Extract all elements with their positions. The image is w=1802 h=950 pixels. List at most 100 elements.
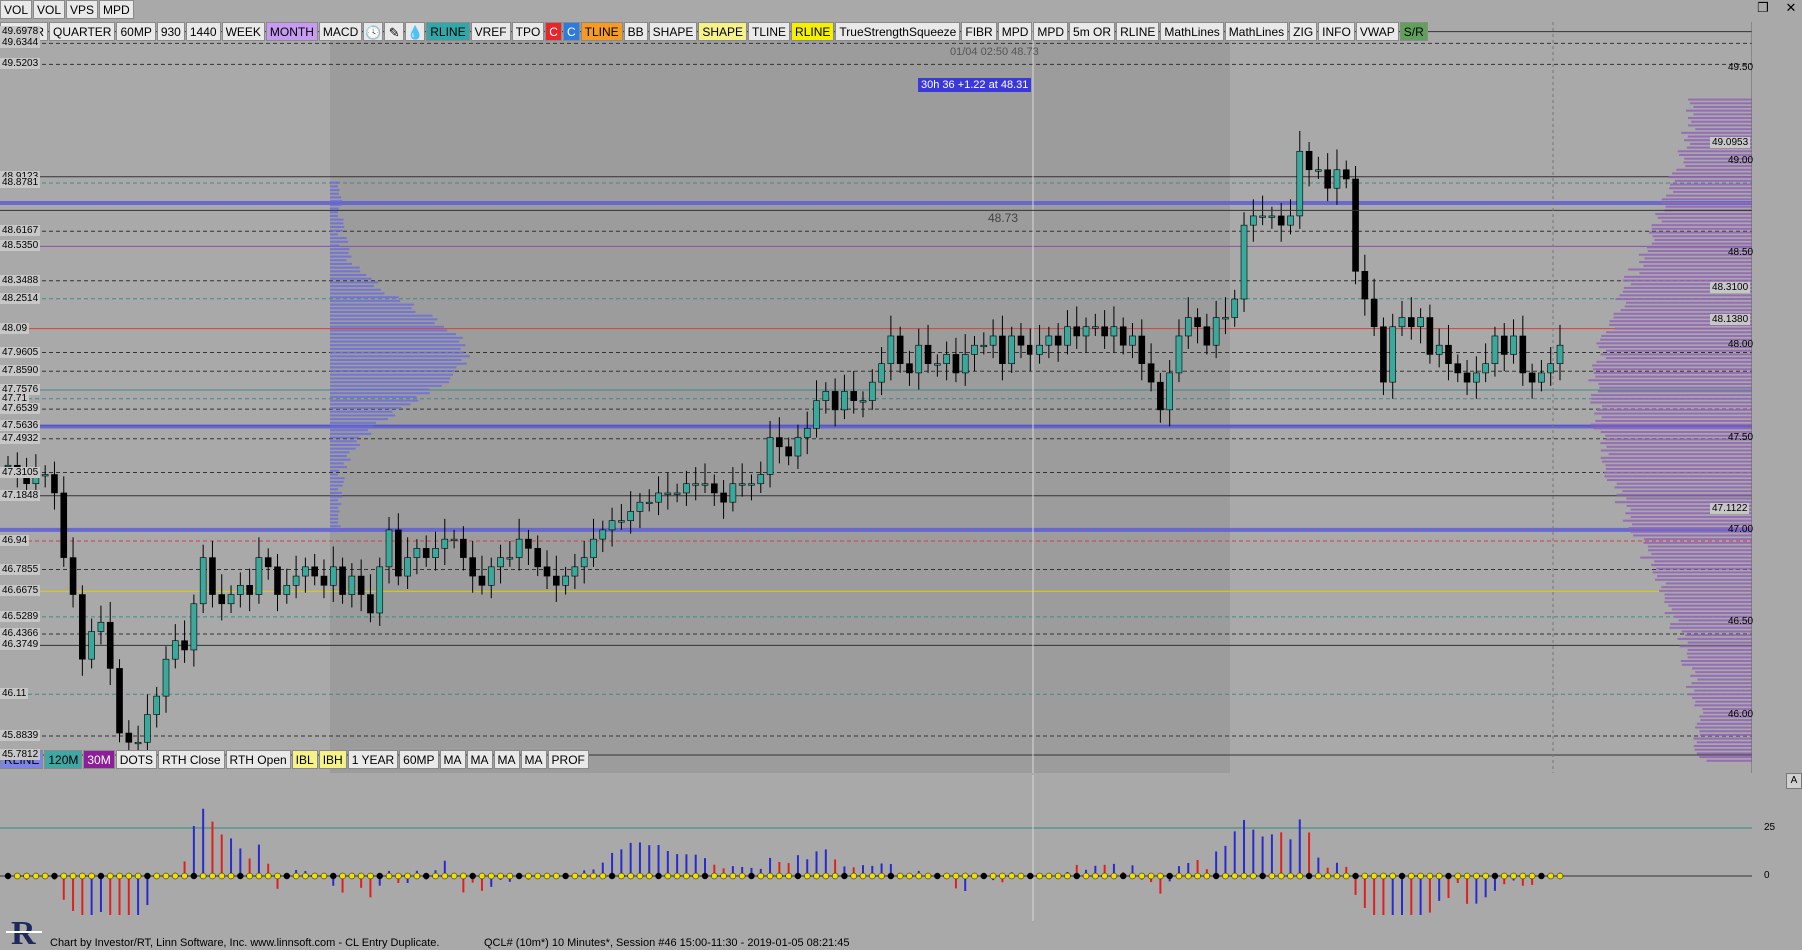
right-volume-profile-bar <box>1640 557 1752 559</box>
candle-body <box>89 631 95 659</box>
squeeze-dot <box>442 873 448 879</box>
candle-body <box>1018 336 1024 345</box>
level-label: 46.11 <box>0 688 28 699</box>
price-chart[interactable] <box>0 22 1752 773</box>
candle-body <box>693 484 699 486</box>
toolbar-btn-bb[interactable]: BB <box>624 22 648 41</box>
toolbar-btn-c[interactable]: C <box>545 22 562 41</box>
toolbar-btn-mpd[interactable]: MPD <box>1033 22 1068 41</box>
toolbar-btn-week[interactable]: WEEK <box>222 22 265 41</box>
toolbar-btn-s-r[interactable]: S/R <box>1400 22 1428 41</box>
squeeze-dot <box>869 873 875 879</box>
squeeze-dot <box>172 873 178 879</box>
volume-profile-bar <box>330 300 400 302</box>
oscillator-panel[interactable] <box>0 775 1752 921</box>
toolbar-btn-macd[interactable]: MACD <box>319 22 362 41</box>
bottom-btn-dots[interactable]: DOTS <box>116 750 157 769</box>
right-volume-profile-bar <box>1665 594 1752 596</box>
right-volume-profile-bar <box>1693 113 1752 115</box>
squeeze-dot <box>302 873 308 879</box>
toolbar-btn-shape[interactable]: SHAPE <box>649 22 698 41</box>
squeeze-dot <box>423 873 429 879</box>
bottom-btn-ma[interactable]: MA <box>467 750 493 769</box>
volume-profile-bar <box>330 485 343 487</box>
squeeze-dot <box>656 873 662 879</box>
toolbar-btn-tline[interactable]: TLINE <box>748 22 790 41</box>
bottom-btn-ma[interactable]: MA <box>494 750 520 769</box>
toolbar-btn-fibr[interactable]: FIBR <box>961 22 996 41</box>
toolbar-btn-mathlines[interactable]: MathLines <box>1160 22 1223 41</box>
squeeze-dot <box>972 873 978 879</box>
right-volume-profile-bar <box>1692 697 1752 699</box>
toolbar-btn-5m-or[interactable]: 5m OR <box>1069 22 1115 41</box>
right-volume-profile-bar <box>1694 704 1752 706</box>
toolbar-btn-shape[interactable]: SHAPE <box>698 22 747 41</box>
right-volume-profile-bar <box>1616 494 1752 496</box>
right-volume-profile-bar <box>1620 294 1752 296</box>
squeeze-dot <box>851 873 857 879</box>
right-volume-profile-bar <box>1688 649 1752 651</box>
drop-icon[interactable]: 💧 <box>405 22 425 41</box>
toolbar-btn-vref[interactable]: VREF <box>471 22 511 41</box>
candle-body <box>1260 216 1266 218</box>
right-volume-profile-bar <box>1593 368 1752 370</box>
top-btn-vps[interactable]: VPS <box>66 0 98 19</box>
toolbar-btn-truestrengthsqueeze[interactable]: TrueStrengthSqueeze <box>835 22 960 41</box>
squeeze-dot <box>897 873 903 879</box>
toolbar-btn-rline[interactable]: RLINE <box>1116 22 1159 41</box>
bottom-btn-ibh[interactable]: IBH <box>319 750 347 769</box>
right-volume-profile-bar <box>1688 117 1752 119</box>
bottom-btn-ma[interactable]: MA <box>521 750 547 769</box>
right-volume-profile-bar <box>1697 679 1752 681</box>
toolbar-btn-vwap[interactable]: VWAP <box>1356 22 1399 41</box>
squeeze-dot <box>795 873 801 879</box>
toolbar-btn-rline[interactable]: RLINE <box>426 22 469 41</box>
toolbar-btn-c[interactable]: C <box>563 22 580 41</box>
bottom-btn-prof[interactable]: PROF <box>548 750 589 769</box>
toolbar-btn-tline[interactable]: TLINE <box>581 22 623 41</box>
crosshair-price: 48.73 <box>988 211 1018 225</box>
auto-scale-button[interactable]: A <box>1786 773 1802 789</box>
close-window-icon[interactable]: ✕ <box>1784 0 1798 16</box>
toolbar-btn-month[interactable]: MONTH <box>266 22 318 41</box>
bottom-btn-30m[interactable]: 30M <box>83 750 114 769</box>
bottom-btn-rth-open[interactable]: RTH Open <box>226 750 291 769</box>
toolbar-btn-zig[interactable]: ZIG <box>1289 22 1317 41</box>
top-btn-vol[interactable]: VOL <box>0 0 32 19</box>
bottom-btn-rth-close[interactable]: RTH Close <box>158 750 224 769</box>
volume-profile-bar <box>330 510 340 512</box>
toolbar-btn-rline[interactable]: RLINE <box>791 22 834 41</box>
toolbar-btn-mathlines[interactable]: MathLines <box>1225 22 1288 41</box>
bottom-btn-ma[interactable]: MA <box>440 750 466 769</box>
squeeze-dot <box>24 873 30 879</box>
pen-icon[interactable]: ✎ <box>384 22 404 41</box>
squeeze-dot <box>721 873 727 879</box>
volume-profile-bar <box>330 429 368 431</box>
bottom-btn-ibl[interactable]: IBL <box>292 750 318 769</box>
squeeze-dot <box>823 873 829 879</box>
clock-icon[interactable]: 🕓 <box>363 22 383 41</box>
candle-body <box>386 530 392 567</box>
toolbar-btn-quarter[interactable]: QUARTER <box>49 22 115 41</box>
bottom-btn-1-year[interactable]: 1 YEAR <box>348 750 398 769</box>
top-btn-vol[interactable]: VOL <box>33 0 65 19</box>
squeeze-dot <box>730 873 736 879</box>
toolbar-btn-1440[interactable]: 1440 <box>186 22 221 41</box>
indicator-toolbar: PTBARQUARTER60MP9301440WEEKMONTHMACD🕓✎💧R… <box>0 22 1429 43</box>
candle-body <box>163 659 169 696</box>
toolbar-btn-mpd[interactable]: MPD <box>998 22 1033 41</box>
bottom-btn-120m[interactable]: 120M <box>44 750 82 769</box>
squeeze-dot <box>200 873 206 879</box>
restore-window-icon[interactable]: ❐ <box>1756 0 1770 16</box>
squeeze-dot <box>1390 873 1396 879</box>
candle-body <box>609 521 615 530</box>
toolbar-btn-930[interactable]: 930 <box>157 22 185 41</box>
squeeze-dot <box>1418 873 1424 879</box>
toolbar-btn-tpo[interactable]: TPO <box>512 22 545 41</box>
top-btn-mpd[interactable]: MPD <box>99 0 134 19</box>
candle-body <box>442 539 448 548</box>
squeeze-dot <box>1408 873 1414 879</box>
toolbar-btn-60mp[interactable]: 60MP <box>116 22 155 41</box>
toolbar-btn-info[interactable]: INFO <box>1318 22 1355 41</box>
bottom-btn-60mp[interactable]: 60MP <box>399 750 438 769</box>
